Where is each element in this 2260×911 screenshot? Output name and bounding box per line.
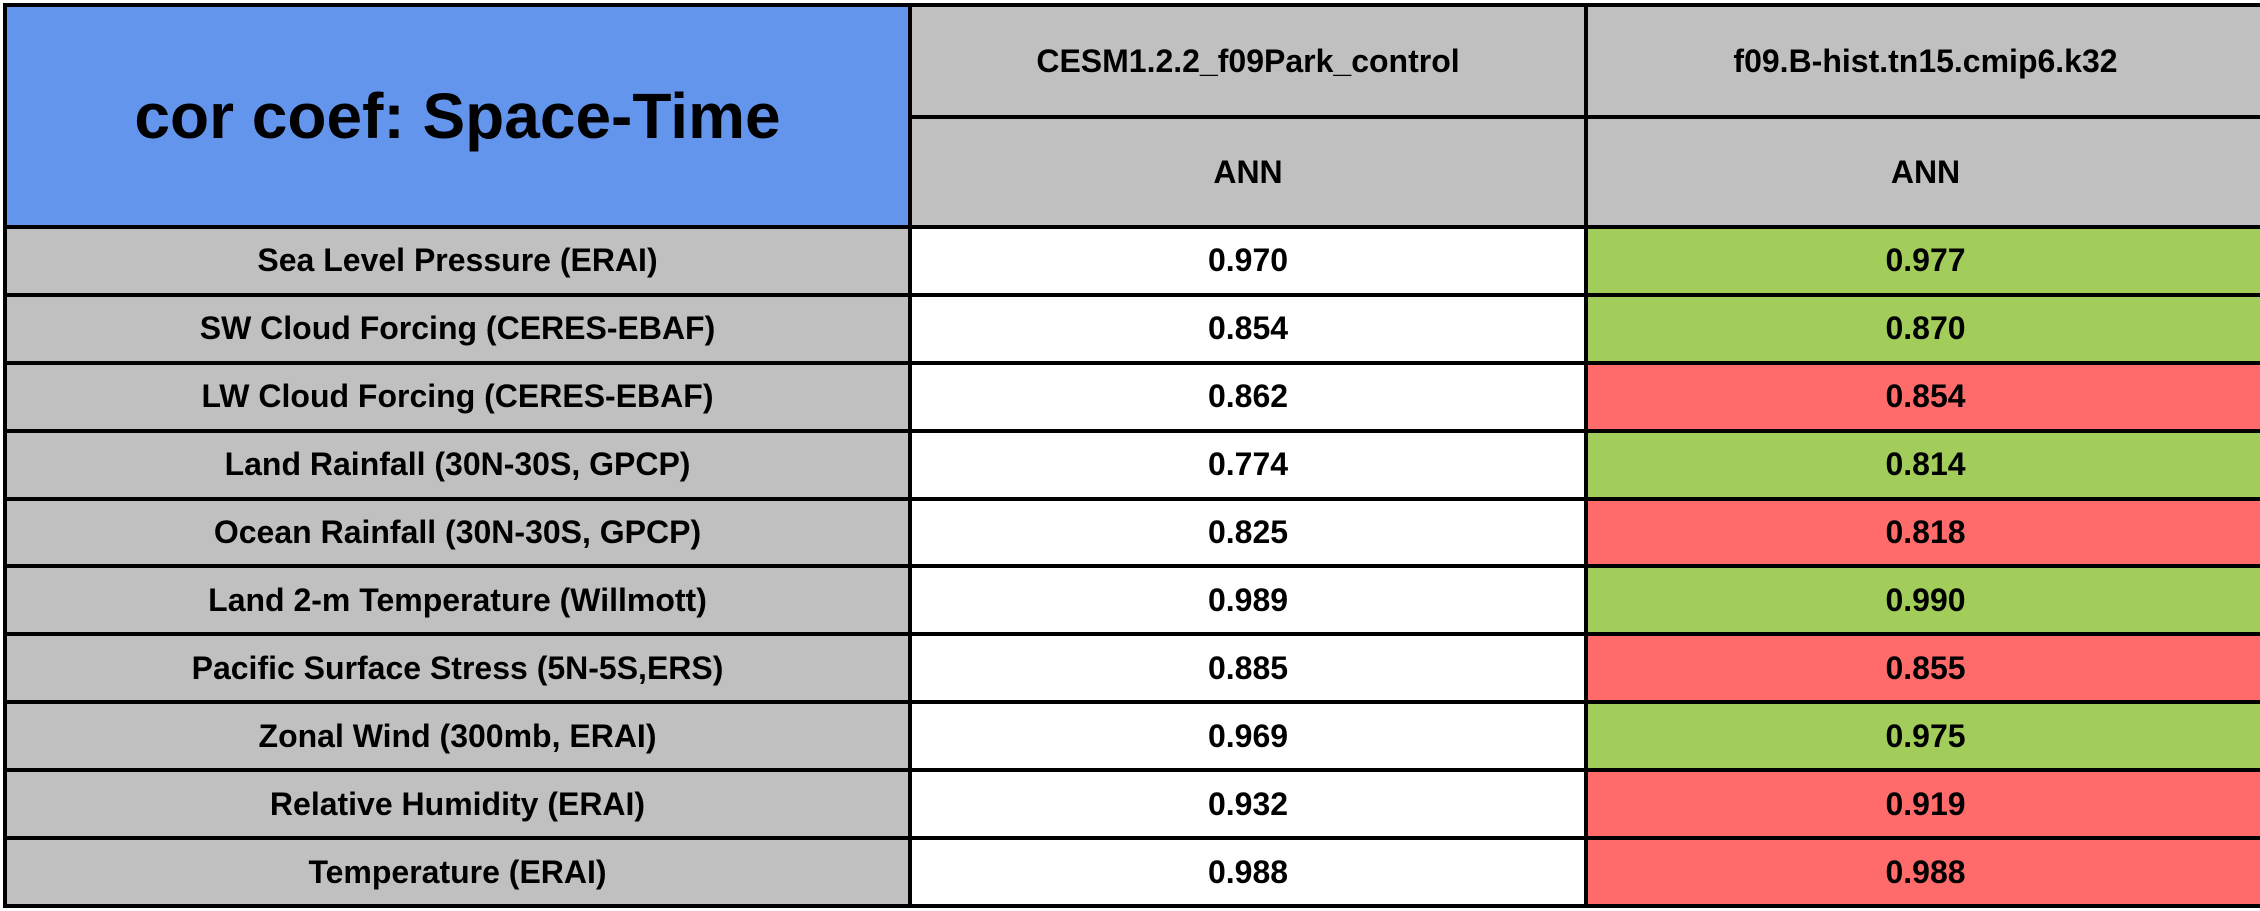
control-value-cell: 0.989 [908,564,1588,637]
control-value-cell: 0.932 [908,768,1588,841]
experiment-value-cell: 0.854 [1584,360,2260,433]
table-row: Pacific Surface Stress (5N-5S,ERS) 0.885 0… [3,632,2260,705]
experiment-value-cell: 0.990 [1584,564,2260,637]
season-header-row: ANN ANN [5,115,2260,229]
table-row: Sea Level Pressure (ERAI) 0.970 0.977 [3,225,2260,297]
row-label-cell: Zonal Wind (300mb, ERAI) [3,700,912,773]
control-value-cell: 0.988 [908,836,1588,908]
experiment-value-cell: 0.988 [1584,836,2260,908]
row-label-cell: Land Rainfall (30N-30S, GPCP) [3,428,912,501]
control-value-cell: 0.970 [908,225,1588,297]
column-header-experiment-model: f09.B-hist.tn15.cmip6.k32 [1584,3,2260,119]
column-subheader-control-season: ANN [908,115,1588,229]
control-value-cell: 0.862 [908,360,1588,433]
table-row: Land 2-m Temperature (Willmott) 0.989 0.99… [3,564,2260,637]
cor-coef-table: cor coef: Space-Time CESM1.2.2_f09Park_c… [3,3,2260,908]
experiment-value-cell: 0.919 [1584,768,2260,841]
row-label-cell: Ocean Rainfall (30N-30S, GPCP) [3,496,912,569]
experiment-value-cell: 0.870 [1584,292,2260,365]
control-value-cell: 0.885 [908,632,1588,705]
table-row: Ocean Rainfall (30N-30S, GPCP) 0.825 0.818 [3,496,2260,569]
experiment-value-cell: 0.855 [1584,632,2260,705]
row-label-cell: Sea Level Pressure (ERAI) [3,225,912,297]
control-value-cell: 0.825 [908,496,1588,569]
table-row: Temperature (ERAI) 0.988 0.988 [3,836,2260,908]
table-body: Sea Level Pressure (ERAI) 0.970 0.977 SW Cl… [3,225,2260,908]
control-value-cell: 0.774 [908,428,1588,501]
column-header-control-model: CESM1.2.2_f09Park_control [908,3,1588,119]
row-label-cell: Pacific Surface Stress (5N-5S,ERS) [3,632,912,705]
control-value-cell: 0.969 [908,700,1588,773]
experiment-value-cell: 0.977 [1584,225,2260,297]
table-title-cell: cor coef: Space-Time [3,3,912,229]
row-label-cell: Land 2-m Temperature (Willmott) [3,564,912,637]
control-value-cell: 0.854 [908,292,1588,365]
row-label-cell: Relative Humidity (ERAI) [3,768,912,841]
row-label-cell: SW Cloud Forcing (CERES-EBAF) [3,292,912,365]
row-label-cell: LW Cloud Forcing (CERES-EBAF) [3,360,912,433]
table-header: cor coef: Space-Time CESM1.2.2_f09Park_c… [3,3,2260,229]
experiment-value-cell: 0.818 [1584,496,2260,569]
table-row: SW Cloud Forcing (CERES-EBAF) 0.854 0.870 [3,292,2260,365]
experiment-value-cell: 0.814 [1584,428,2260,501]
table-row: LW Cloud Forcing (CERES-EBAF) 0.862 0.854 [3,360,2260,433]
column-subheader-experiment-season: ANN [1584,115,2260,229]
table-row: Zonal Wind (300mb, ERAI) 0.969 0.975 [3,700,2260,773]
row-label-cell: Temperature (ERAI) [3,836,912,908]
table-row: Relative Humidity (ERAI) 0.932 0.919 [3,768,2260,841]
model-header-row: cor coef: Space-Time CESM1.2.2_f09Park_c… [3,3,2260,229]
table-row: Land Rainfall (30N-30S, GPCP) 0.774 0.814 [3,428,2260,501]
experiment-value-cell: 0.975 [1584,700,2260,773]
